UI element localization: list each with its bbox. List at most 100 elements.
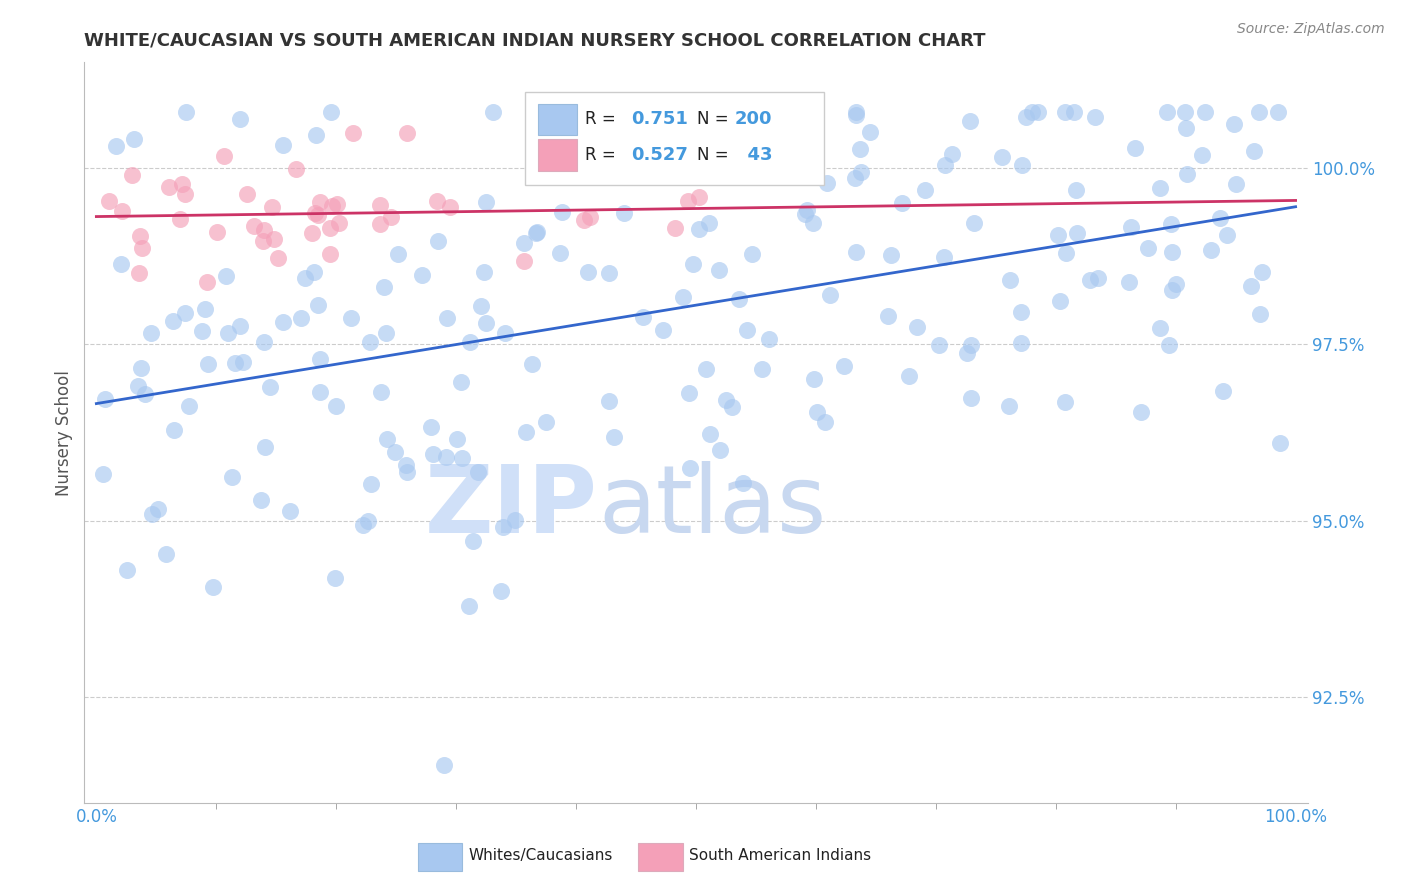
Point bbox=[319, 247, 342, 261]
Point bbox=[697, 216, 720, 230]
Point bbox=[215, 268, 238, 283]
Point bbox=[688, 190, 710, 204]
Point bbox=[711, 104, 734, 119]
Point bbox=[1216, 227, 1239, 242]
Point bbox=[578, 265, 600, 279]
Text: R =: R = bbox=[585, 111, 620, 128]
Point bbox=[796, 203, 818, 218]
Point bbox=[633, 310, 655, 324]
Point bbox=[328, 216, 350, 230]
Point bbox=[814, 416, 837, 430]
Point bbox=[202, 580, 225, 594]
Point bbox=[1249, 104, 1271, 119]
Point bbox=[267, 251, 290, 265]
Text: South American Indians: South American Indians bbox=[689, 848, 870, 863]
Point bbox=[1225, 178, 1247, 192]
Point bbox=[1239, 279, 1261, 293]
Point bbox=[194, 302, 217, 317]
Point bbox=[534, 415, 557, 429]
Point bbox=[439, 200, 461, 214]
Point bbox=[803, 216, 825, 230]
Point bbox=[131, 242, 153, 256]
FancyBboxPatch shape bbox=[419, 843, 463, 871]
Point bbox=[307, 208, 329, 222]
Point bbox=[157, 180, 180, 194]
Point bbox=[1054, 395, 1077, 409]
Point bbox=[170, 177, 193, 191]
Point bbox=[1054, 246, 1077, 260]
Point bbox=[806, 404, 828, 418]
Point bbox=[1011, 157, 1033, 171]
Point bbox=[598, 266, 620, 280]
Point bbox=[321, 199, 343, 213]
FancyBboxPatch shape bbox=[538, 139, 578, 170]
Point bbox=[1201, 244, 1223, 258]
Point bbox=[174, 306, 197, 320]
Point bbox=[294, 270, 316, 285]
Point bbox=[309, 351, 332, 366]
Point bbox=[472, 265, 495, 279]
Point bbox=[243, 219, 266, 233]
Point bbox=[307, 298, 329, 312]
Point bbox=[110, 257, 132, 271]
Point bbox=[325, 400, 347, 414]
Point bbox=[467, 465, 489, 479]
Point bbox=[91, 467, 114, 481]
Point bbox=[845, 104, 868, 119]
Point bbox=[128, 266, 150, 280]
FancyBboxPatch shape bbox=[524, 92, 824, 185]
Point bbox=[174, 104, 197, 119]
Point bbox=[720, 401, 742, 415]
Point bbox=[273, 138, 295, 153]
Point bbox=[941, 147, 963, 161]
Point bbox=[232, 355, 254, 369]
Point bbox=[173, 186, 195, 201]
Text: 43: 43 bbox=[735, 146, 773, 164]
Point bbox=[127, 378, 149, 392]
Point bbox=[676, 194, 699, 208]
Text: Whites/Caucasians: Whites/Caucasians bbox=[468, 848, 613, 863]
Point bbox=[794, 207, 817, 221]
Point bbox=[1249, 307, 1271, 321]
Point bbox=[285, 162, 308, 177]
Point bbox=[513, 236, 536, 251]
Point bbox=[370, 385, 392, 400]
Point bbox=[259, 380, 281, 394]
Point bbox=[897, 368, 920, 383]
Point bbox=[1137, 241, 1160, 255]
Point bbox=[342, 126, 364, 140]
Point bbox=[221, 470, 243, 484]
Text: Source: ZipAtlas.com: Source: ZipAtlas.com bbox=[1237, 22, 1385, 37]
Point bbox=[129, 361, 152, 376]
Point bbox=[959, 114, 981, 128]
Point bbox=[699, 427, 721, 442]
Point bbox=[735, 323, 758, 337]
Point bbox=[122, 132, 145, 146]
Text: N =: N = bbox=[697, 111, 728, 128]
Text: atlas: atlas bbox=[598, 460, 827, 553]
Point bbox=[1160, 217, 1182, 231]
Point bbox=[380, 211, 402, 225]
Point bbox=[526, 226, 548, 240]
Point bbox=[105, 139, 128, 153]
Point bbox=[613, 206, 636, 220]
Point bbox=[695, 362, 717, 376]
Point bbox=[224, 356, 246, 370]
Point bbox=[513, 253, 536, 268]
Point bbox=[548, 246, 571, 260]
Point bbox=[891, 196, 914, 211]
Point bbox=[253, 223, 276, 237]
Point bbox=[426, 194, 449, 208]
Point bbox=[880, 248, 903, 262]
Point bbox=[1066, 226, 1088, 240]
Point bbox=[458, 599, 481, 614]
Point bbox=[368, 217, 391, 231]
Point bbox=[217, 326, 239, 340]
Point bbox=[1156, 104, 1178, 119]
Point bbox=[492, 520, 515, 534]
Point bbox=[1066, 183, 1088, 197]
Point bbox=[252, 235, 274, 249]
Point bbox=[434, 450, 457, 464]
Point bbox=[551, 204, 574, 219]
Point bbox=[998, 272, 1021, 286]
